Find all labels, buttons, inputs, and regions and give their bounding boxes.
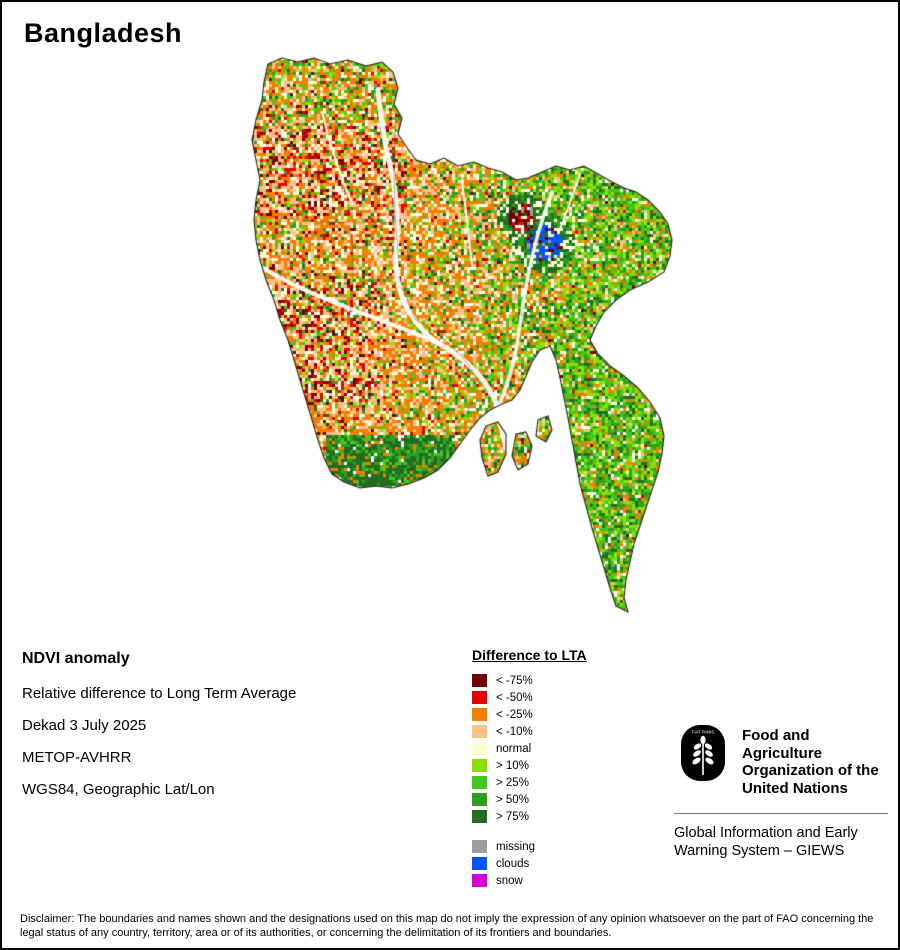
info-line-sensor: METOP-AVHRR — [22, 749, 132, 766]
fao-logo-icon: FIAT PANIS — [681, 725, 725, 781]
legend-extra-item-row: missing — [472, 838, 587, 855]
legend-extra-item-row: snow — [472, 872, 587, 889]
legend-item-row: normal — [472, 740, 587, 757]
fao-divider — [674, 812, 888, 814]
info-line-description: Relative difference to Long Term Average — [22, 685, 297, 702]
fao-org-line: Food and Agriculture — [742, 727, 823, 762]
legend-item-row: > 75% — [472, 808, 587, 825]
legend-swatch — [472, 674, 487, 687]
legend-item-row: > 50% — [472, 791, 587, 808]
giews-line: Warning System – GIEWS — [674, 843, 845, 860]
legend-label: > 25% — [496, 776, 529, 789]
legend-label: < -25% — [496, 708, 533, 721]
info-line-dekad: Dekad 3 July 2025 — [22, 717, 147, 734]
giews-label: Global Information and Early Warning Sys… — [674, 824, 888, 861]
legend-label: > 50% — [496, 793, 529, 806]
giews-line: Global Information and Early — [674, 824, 858, 841]
legend-item-row: < -25% — [472, 706, 587, 723]
legend-item-row: > 10% — [472, 757, 587, 774]
legend-label: missing — [496, 840, 535, 853]
disclaimer-text: Disclaimer: The boundaries and names sho… — [20, 912, 874, 940]
legend-label: < -50% — [496, 691, 533, 704]
legend-label: > 75% — [496, 810, 529, 823]
legend-swatch — [472, 691, 487, 704]
legend-swatch — [472, 742, 487, 755]
legend-swatch — [472, 708, 487, 721]
fao-org-name: Food and Agriculture Organization of the… — [742, 724, 888, 798]
fao-org-line: Organization of the — [742, 762, 879, 780]
legend-label: snow — [496, 874, 523, 887]
fao-header: FIAT PANIS Food and Agriculture Organiza… — [674, 724, 888, 798]
page-title: Bangladesh — [24, 18, 183, 48]
legend-swatch — [472, 776, 487, 789]
legend-label: < -75% — [496, 674, 533, 687]
legend-swatch — [472, 759, 487, 772]
fao-org-line: United Nations — [742, 780, 848, 798]
bangladesh-ndvi-map — [230, 54, 690, 634]
legend-swatch — [472, 810, 487, 823]
info-heading: NDVI anomaly — [22, 650, 130, 667]
legend-swatch — [472, 857, 487, 870]
map-info-block: NDVI anomaly Relative difference to Long… — [22, 650, 296, 813]
legend-items: < -75% < -50% < -25% < -10% normal > 10% > 25%… — [472, 672, 587, 825]
legend-label: normal — [496, 742, 532, 755]
legend-label: < -10% — [496, 725, 533, 738]
legend-extra-items: missing clouds snow — [472, 838, 587, 889]
ndvi-raster-canvas — [230, 54, 690, 634]
info-line-projection: WGS84, Geographic Lat/Lon — [22, 781, 215, 798]
wheat-ear-icon — [692, 735, 714, 775]
legend-title: Difference to LTA — [472, 647, 587, 663]
legend-item-row: < -50% — [472, 689, 587, 706]
legend-extra-item-row: clouds — [472, 855, 587, 872]
legend: Difference to LTA < -75% < -50% < -25% < -1… — [472, 647, 587, 889]
fao-logo-motto: FIAT PANIS — [692, 730, 714, 735]
legend-label: clouds — [496, 857, 530, 870]
legend-swatch — [472, 840, 487, 853]
legend-swatch — [472, 725, 487, 738]
legend-swatch — [472, 874, 487, 887]
legend-item-row: < -10% — [472, 723, 587, 740]
legend-item-row: > 25% — [472, 774, 587, 791]
legend-label: > 10% — [496, 759, 529, 772]
legend-swatch — [472, 793, 487, 806]
legend-item-row: < -75% — [472, 672, 587, 689]
fao-block: FIAT PANIS Food and Agriculture Organiza… — [674, 724, 888, 861]
